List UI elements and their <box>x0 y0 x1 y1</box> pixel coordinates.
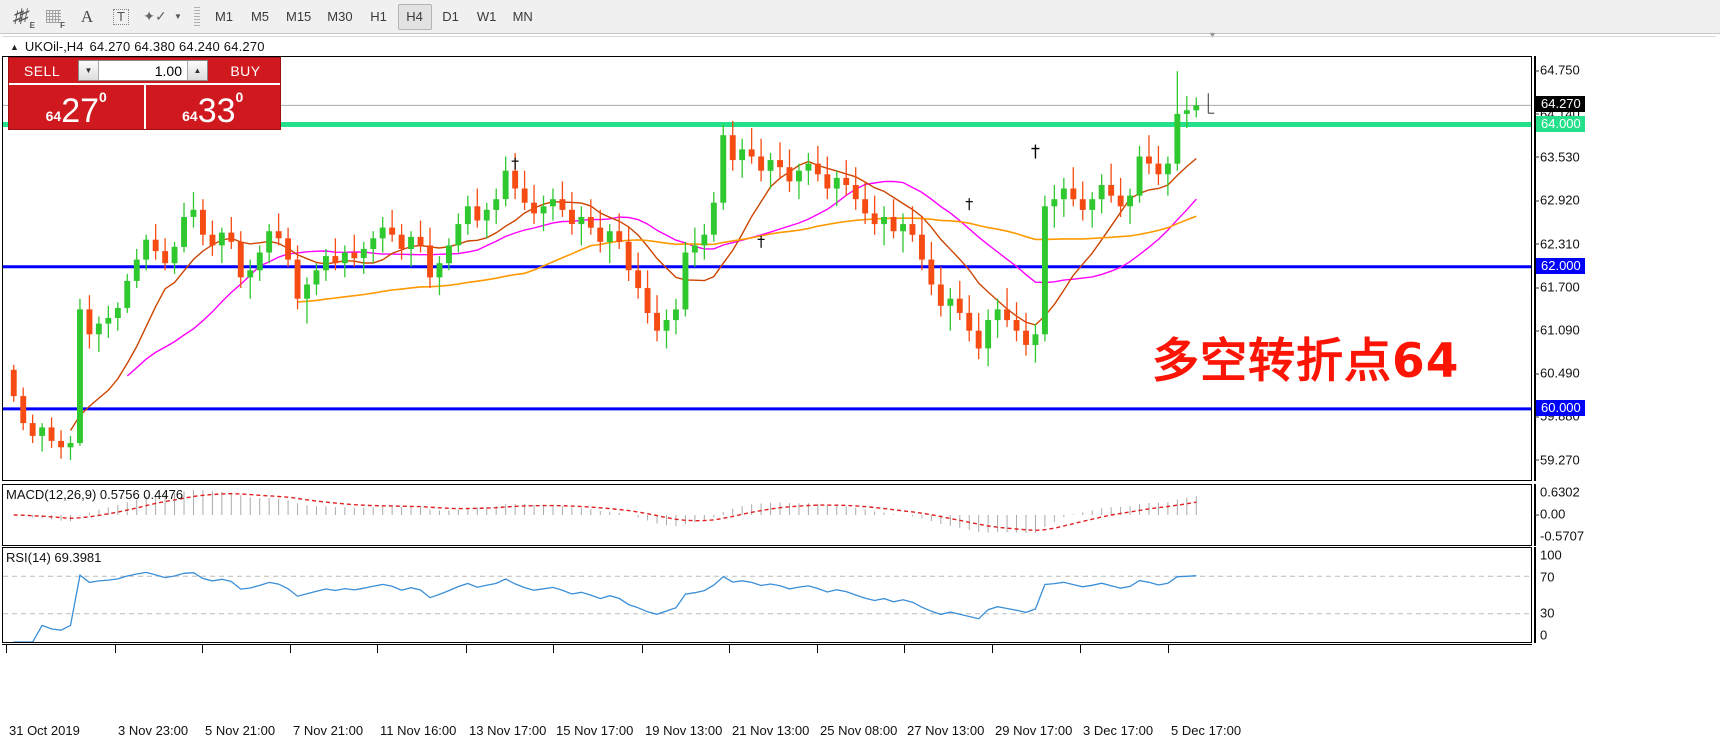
time-label: 29 Nov 17:00 <box>995 723 1073 738</box>
time-gridline <box>466 645 467 653</box>
rsi-tick: 0 <box>1540 627 1548 643</box>
price-tick: 59.270 <box>1535 452 1580 468</box>
rsi-tick: 100 <box>1540 547 1562 563</box>
rsi-panel[interactable] <box>2 547 1532 643</box>
timeframe-mn[interactable]: MN <box>512 9 533 24</box>
buy-button[interactable]: BUY <box>230 62 261 79</box>
buy-price-point: 0 <box>235 89 244 105</box>
time-label: 3 Nov 23:00 <box>118 723 189 738</box>
sell-price-point: 0 <box>99 89 107 105</box>
time-gridline <box>992 645 993 653</box>
chart-scroll-marker: ▼ <box>1208 30 1217 40</box>
indicators-icon[interactable]: F <box>36 1 70 33</box>
time-gridline <box>6 645 7 653</box>
time-label: 15 Nov 17:00 <box>556 723 634 738</box>
time-label: 11 Nov 16:00 <box>380 723 457 738</box>
time-axis[interactable]: 31 Oct 2019 3 Nov 23:00 5 Nov 21:00 7 Nov 2… <box>2 644 1532 753</box>
price-tick: 61.700 <box>1535 279 1580 295</box>
price-tick: 61.090 <box>1535 322 1580 338</box>
chart-symbol-header: ▲ UKOil-,H4 64.270 64.380 64.240 64.270 <box>2 36 1716 56</box>
time-gridline <box>290 645 291 653</box>
sell-price-display[interactable]: 64 27 0 <box>9 85 144 129</box>
timeframe-m30[interactable]: M30 <box>327 9 353 24</box>
price-scale[interactable]: 64.750 63.530 62.920 62.310 61.700 61.090 60.4… <box>1534 56 1720 481</box>
main-toolbar: ♯♯ E F A T ✦✓ ▼ M1 M5 M15 M30 H1 H4 D1 W1… <box>0 0 1720 34</box>
price-tick: 62.920 <box>1535 192 1580 208</box>
expert-advisor-icon[interactable]: ♯♯ E <box>13 5 37 30</box>
chart-annotation-text: 多空转折点64 <box>1152 334 1460 389</box>
rsi-tick: 70 <box>1540 569 1555 585</box>
macd-scale: 0.6302 0.00 -0.5707 <box>1534 484 1720 546</box>
time-label: 5 Dec 17:00 <box>1171 723 1242 738</box>
volume-decrease-icon[interactable]: ▼ <box>79 61 99 80</box>
buy-price-display[interactable]: 64 33 0 <box>143 85 281 130</box>
time-label: 27 Nov 13:00 <box>907 723 985 738</box>
time-gridline <box>1168 645 1169 653</box>
time-gridline <box>817 645 818 653</box>
time-gridline <box>642 645 643 653</box>
buy-price-main: 33 <box>197 92 236 130</box>
sell-button[interactable]: SELL <box>23 62 61 79</box>
timeframe-d1[interactable]: D1 <box>442 9 459 24</box>
blue-level-lower-label[interactable]: 60.000 <box>1536 399 1585 416</box>
time-label: 25 Nov 08:00 <box>820 723 898 738</box>
macd-panel[interactable] <box>2 484 1532 546</box>
volume-stepper[interactable]: ▼ 1.00 ▲ <box>78 60 208 81</box>
time-gridline <box>377 645 378 653</box>
time-label: 31 Oct 2019 <box>9 723 80 738</box>
macd-tick: -0.5707 <box>1540 528 1585 544</box>
timeframe-m5[interactable]: M5 <box>250 9 270 24</box>
last-price-label[interactable]: 64.270 <box>1536 96 1585 113</box>
one-click-trading-panel[interactable]: SELL ▼ 1.00 ▲ BUY 64 27 0 64 33 0 <box>8 57 281 130</box>
green-level-label[interactable]: 64.000 <box>1536 115 1585 132</box>
objects-icon[interactable]: ✦✓ <box>143 8 167 24</box>
buy-price-prefix: 64 <box>182 108 198 124</box>
time-label: 21 Nov 13:00 <box>732 723 810 738</box>
volume-input[interactable]: 1.00 <box>154 62 182 79</box>
macd-tick: 0.6302 <box>1540 484 1580 500</box>
time-gridline <box>202 645 203 653</box>
price-tick: 64.750 <box>1535 62 1580 78</box>
rsi-scale: 100 70 30 0 <box>1534 547 1720 643</box>
text-label-icon[interactable]: T <box>104 1 138 33</box>
timeframe-m1[interactable]: M1 <box>214 9 234 24</box>
time-gridline <box>729 645 730 653</box>
blue-level-upper-label[interactable]: 62.000 <box>1536 257 1585 274</box>
price-tick: 60.490 <box>1535 365 1580 381</box>
time-gridline <box>115 645 116 653</box>
time-label: 19 Nov 13:00 <box>645 723 723 738</box>
time-label: 5 Nov 21:00 <box>205 723 276 738</box>
sell-price-prefix: 64 <box>45 108 62 124</box>
time-label: 7 Nov 21:00 <box>293 723 364 738</box>
time-gridline <box>1080 645 1081 653</box>
ohlc-values: 64.270 64.380 64.240 64.270 <box>89 39 265 54</box>
timeframe-w1[interactable]: W1 <box>476 9 497 24</box>
timeframe-h1[interactable]: H1 <box>370 9 387 24</box>
symbol-label: UKOil-,H4 <box>24 39 84 54</box>
toolbar-separator <box>194 6 200 27</box>
objects-dropdown-icon[interactable]: ▼ <box>174 12 182 21</box>
rsi-caption: RSI(14) 69.3981 <box>6 550 102 565</box>
collapse-icon[interactable]: ▲ <box>10 41 19 52</box>
time-gridline <box>553 645 554 653</box>
macd-tick: 0.00 <box>1534 506 1566 522</box>
timeframe-h4[interactable]: H4 <box>397 3 432 30</box>
sell-price-main: 27 <box>61 92 100 130</box>
volume-increase-icon[interactable]: ▲ <box>187 61 207 80</box>
timeframe-m15[interactable]: M15 <box>286 9 312 24</box>
price-tick: 63.530 <box>1535 149 1580 165</box>
price-tick: 62.310 <box>1535 236 1580 252</box>
crosshair-icon[interactable]: A <box>80 6 94 26</box>
time-label: 13 Nov 17:00 <box>469 723 547 738</box>
macd-caption: MACD(12,26,9) 0.5756 0.4476 <box>6 487 184 502</box>
rsi-tick: 30 <box>1540 605 1555 621</box>
time-gridline <box>904 645 905 653</box>
time-label: 3 Dec 17:00 <box>1083 723 1154 738</box>
